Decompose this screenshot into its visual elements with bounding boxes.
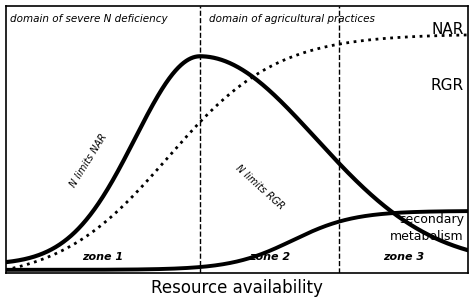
Text: RGR: RGR [431,78,464,93]
Text: NAR: NAR [431,22,464,37]
Text: zone 3: zone 3 [383,252,424,262]
Text: secondary
metabolism: secondary metabolism [390,213,464,243]
Text: zone 1: zone 1 [82,252,123,262]
Text: N limits NAR: N limits NAR [69,132,109,189]
Text: domain of severe N deficiency: domain of severe N deficiency [10,14,168,24]
Text: N limits RGR: N limits RGR [234,163,286,211]
Text: domain of agricultural practices: domain of agricultural practices [209,14,375,24]
X-axis label: Resource availability: Resource availability [151,279,323,298]
Text: zone 2: zone 2 [249,252,290,262]
